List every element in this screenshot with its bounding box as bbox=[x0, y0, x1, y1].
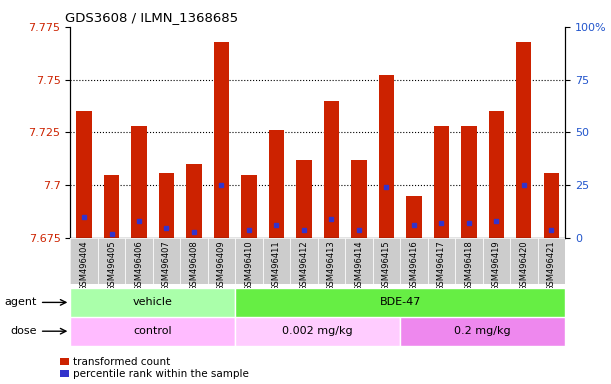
Bar bbox=[208, 238, 235, 284]
Bar bbox=[379, 75, 394, 238]
Bar bbox=[351, 160, 367, 238]
Bar bbox=[214, 41, 229, 238]
Bar bbox=[296, 160, 312, 238]
Bar bbox=[516, 41, 532, 238]
Text: GSM496420: GSM496420 bbox=[519, 240, 529, 291]
Text: GDS3608 / ILMN_1368685: GDS3608 / ILMN_1368685 bbox=[65, 11, 238, 24]
Text: GSM496408: GSM496408 bbox=[189, 240, 199, 291]
Bar bbox=[70, 317, 235, 346]
Text: GSM496410: GSM496410 bbox=[244, 240, 254, 291]
Text: 0.2 mg/kg: 0.2 mg/kg bbox=[455, 326, 511, 336]
Bar bbox=[483, 238, 510, 284]
Bar bbox=[455, 238, 483, 284]
Text: GSM496414: GSM496414 bbox=[354, 240, 364, 291]
Text: control: control bbox=[133, 326, 172, 336]
Bar bbox=[235, 238, 263, 284]
Text: GSM496409: GSM496409 bbox=[217, 240, 226, 291]
Text: GSM496412: GSM496412 bbox=[299, 240, 309, 291]
Bar bbox=[544, 172, 559, 238]
Bar bbox=[125, 238, 153, 284]
Bar bbox=[461, 126, 477, 238]
Bar bbox=[180, 238, 208, 284]
Bar bbox=[318, 238, 345, 284]
Bar bbox=[98, 238, 125, 284]
Bar bbox=[428, 238, 455, 284]
Bar bbox=[235, 288, 565, 317]
Bar bbox=[153, 238, 180, 284]
Bar bbox=[400, 317, 565, 346]
Text: BDE-47: BDE-47 bbox=[379, 297, 421, 308]
Bar bbox=[159, 172, 174, 238]
Bar bbox=[263, 238, 290, 284]
Bar bbox=[406, 196, 422, 238]
Text: GSM496411: GSM496411 bbox=[272, 240, 281, 291]
Bar bbox=[235, 317, 400, 346]
Bar bbox=[345, 238, 373, 284]
Text: GSM496413: GSM496413 bbox=[327, 240, 336, 291]
Legend: transformed count, percentile rank within the sample: transformed count, percentile rank withi… bbox=[60, 357, 249, 379]
Text: GSM496406: GSM496406 bbox=[134, 240, 144, 291]
Text: GSM496418: GSM496418 bbox=[464, 240, 474, 291]
Bar bbox=[324, 101, 339, 238]
Text: dose: dose bbox=[10, 326, 37, 336]
Text: GSM496415: GSM496415 bbox=[382, 240, 391, 291]
Text: GSM496407: GSM496407 bbox=[162, 240, 171, 291]
Bar bbox=[186, 164, 202, 238]
Bar bbox=[434, 126, 449, 238]
Text: GSM496417: GSM496417 bbox=[437, 240, 446, 291]
Bar bbox=[269, 130, 284, 238]
Bar bbox=[104, 175, 119, 238]
Text: GSM496416: GSM496416 bbox=[409, 240, 419, 291]
Bar bbox=[538, 238, 565, 284]
Text: agent: agent bbox=[4, 297, 37, 308]
Bar bbox=[400, 238, 428, 284]
Text: GSM496421: GSM496421 bbox=[547, 240, 556, 291]
Text: vehicle: vehicle bbox=[133, 297, 173, 308]
Text: 0.002 mg/kg: 0.002 mg/kg bbox=[282, 326, 353, 336]
Bar bbox=[510, 238, 538, 284]
Text: GSM496405: GSM496405 bbox=[107, 240, 116, 291]
Bar bbox=[241, 175, 257, 238]
Bar bbox=[70, 238, 98, 284]
Bar bbox=[489, 111, 504, 238]
Bar bbox=[76, 111, 92, 238]
Text: GSM496419: GSM496419 bbox=[492, 240, 501, 291]
Bar bbox=[70, 288, 235, 317]
Bar bbox=[373, 238, 400, 284]
Bar bbox=[131, 126, 147, 238]
Text: GSM496404: GSM496404 bbox=[79, 240, 89, 291]
Bar bbox=[290, 238, 318, 284]
